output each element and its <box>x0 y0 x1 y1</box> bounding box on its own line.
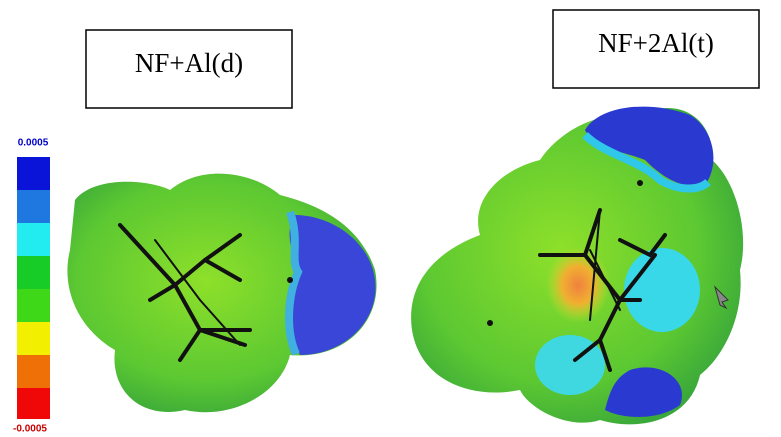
figure: NF+Al(d) NF+2Al(t) 0.0005 -0.0005 <box>0 0 781 437</box>
molecule-surface <box>67 174 376 413</box>
label: NF+2Al(t) <box>598 28 714 58</box>
colorbar <box>17 157 50 419</box>
label: NF+Al(d) <box>135 48 243 78</box>
page: NF+Al(d) NF+2Al(t) 0.0005 -0.0005 <box>0 0 781 437</box>
colorbar-min: -0.0005 <box>13 424 47 435</box>
molecule-surface <box>411 107 743 425</box>
colorbar-max: 0.0005 <box>18 138 49 149</box>
